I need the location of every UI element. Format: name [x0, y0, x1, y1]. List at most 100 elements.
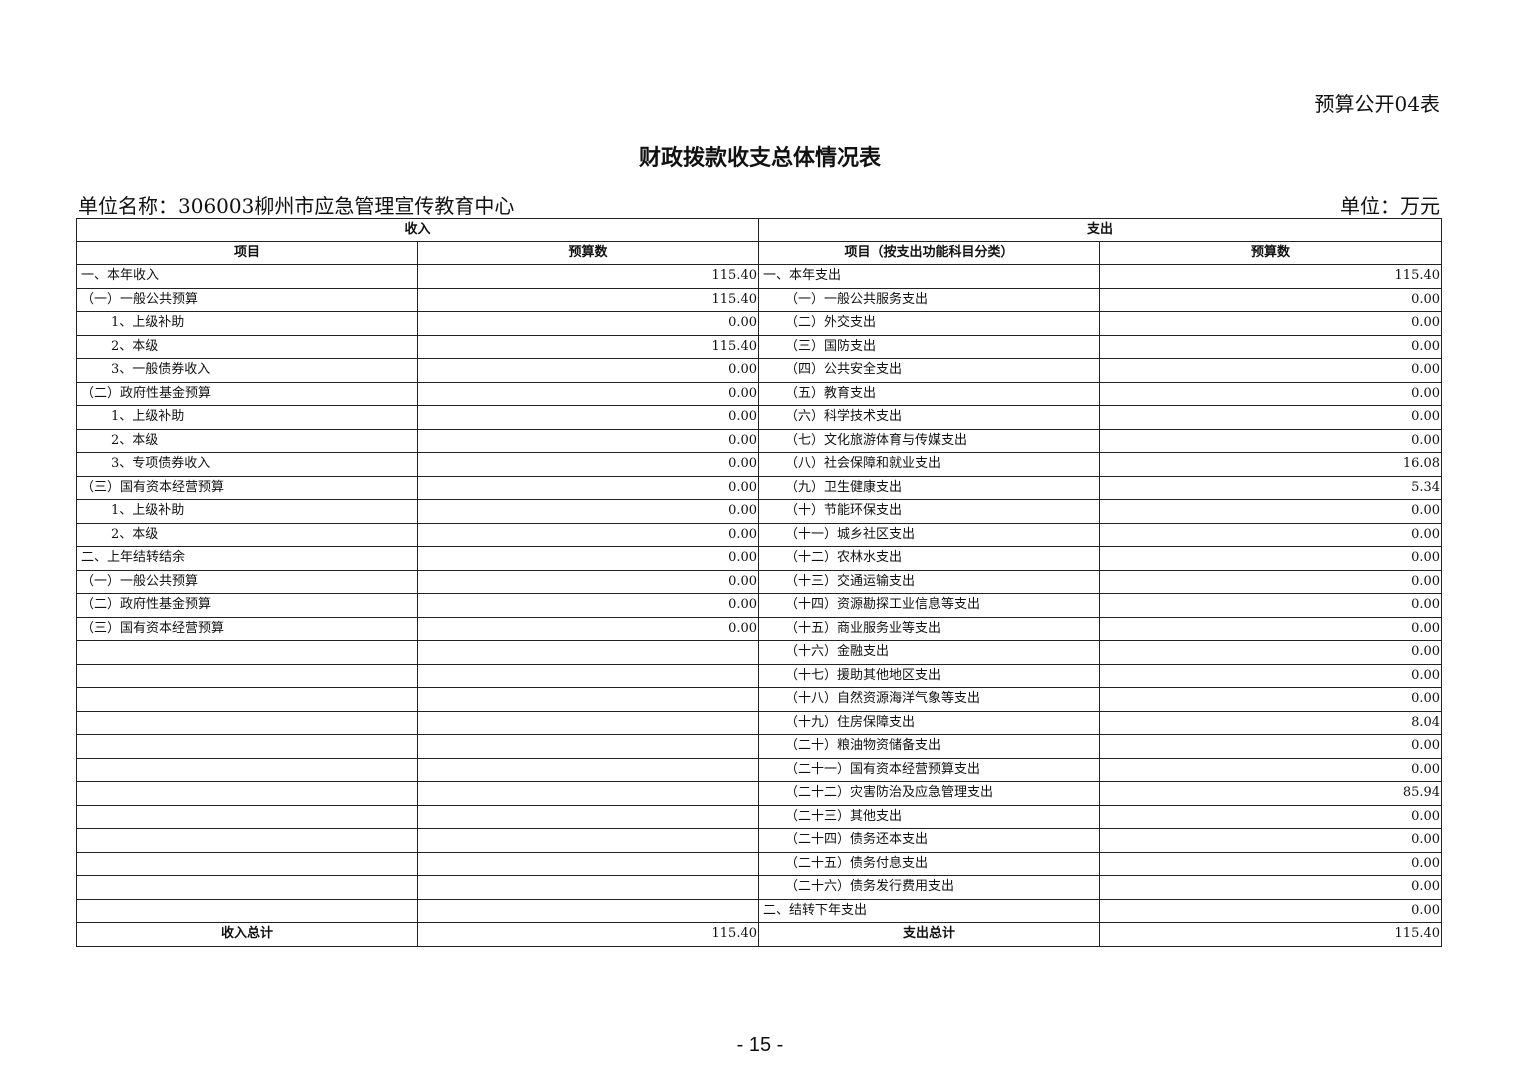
table-row: （二十三）其他支出 0.00 [76, 804, 1443, 829]
income-header: 收入 [75, 218, 760, 242]
income-item: 1、上级补助 [76, 499, 418, 524]
income-item: 3、专项债券收入 [76, 452, 418, 477]
exp-amount: 0.00 [1099, 499, 1443, 524]
income-amount [416, 734, 760, 759]
table-row: （二）政府性基金预算 0.00 （十四）资源勘探工业信息等支出 0.00 [76, 593, 1443, 618]
income-amount: 0.00 [416, 428, 760, 453]
exp-amount: 0.00 [1099, 405, 1443, 430]
income-amount [416, 828, 760, 853]
table-row: 3、专项债券收入 0.00 （八）社会保障和就业支出 16.08 [76, 452, 1443, 477]
exp-amount: 0.00 [1099, 757, 1443, 782]
exp-item: （二）外交支出 [758, 311, 1101, 336]
exp-item: （二十）粮油物资储备支出 [758, 734, 1101, 759]
exp-item: （五）教育支出 [758, 381, 1101, 406]
exp-amount: 0.00 [1099, 311, 1443, 336]
income-total-amount: 115.40 [416, 922, 760, 947]
income-amount [416, 898, 760, 923]
exp-item: （二十六）债务发行费用支出 [758, 875, 1101, 900]
unit-name: 单位名称：306003柳州市应急管理宣传教育中心 [78, 194, 515, 218]
income-item [76, 781, 418, 806]
income-amount [416, 851, 760, 876]
income-item: 3、一般债券收入 [76, 358, 418, 383]
income-amount: 0.00 [416, 405, 760, 430]
table-row: 2、本级 0.00 （十一）城乡社区支出 0.00 [76, 522, 1443, 547]
income-item [76, 898, 418, 923]
income-item [76, 851, 418, 876]
table-row: 1、上级补助 0.00 （二）外交支出 0.00 [76, 311, 1443, 336]
exp-amount: 0.00 [1099, 804, 1443, 829]
income-item [76, 640, 418, 665]
table-row: 3、一般债券收入 0.00 （四）公共安全支出 0.00 [76, 358, 1443, 383]
income-total-label: 收入总计 [76, 922, 418, 947]
exp-amount: 0.00 [1099, 334, 1443, 359]
exp-amount: 0.00 [1099, 381, 1443, 406]
income-amount: 0.00 [416, 593, 760, 618]
income-amount: 0.00 [416, 358, 760, 383]
table-row: （十九）住房保障支出 8.04 [76, 710, 1443, 735]
income-item: （三）国有资本经营预算 [76, 616, 418, 641]
table-row: （十七）援助其他地区支出 0.00 [76, 663, 1443, 688]
exp-item: （十二）农林水支出 [758, 546, 1101, 571]
exp-item: （八）社会保障和就业支出 [758, 452, 1101, 477]
income-item [76, 663, 418, 688]
income-amount-header: 预算数 [416, 241, 760, 265]
exp-item: （一）一般公共服务支出 [758, 287, 1101, 312]
table-row: 1、上级补助 0.00 （十）节能环保支出 0.00 [76, 499, 1443, 524]
income-item: 1、上级补助 [76, 311, 418, 336]
income-item: （三）国有资本经营预算 [76, 475, 418, 500]
form-number: 预算公开04表 [1314, 92, 1440, 116]
table-row: （一）一般公共预算 115.40 （一）一般公共服务支出 0.00 [76, 287, 1443, 312]
exp-amount: 0.00 [1099, 875, 1443, 900]
income-amount: 0.00 [416, 616, 760, 641]
income-item: 2、本级 [76, 428, 418, 453]
exp-amount: 0.00 [1099, 616, 1443, 641]
table-row: （三）国有资本经营预算 0.00 （九）卫生健康支出 5.34 [76, 475, 1443, 500]
exp-amount: 0.00 [1099, 640, 1443, 665]
income-amount: 0.00 [416, 452, 760, 477]
exp-amount: 0.00 [1099, 546, 1443, 571]
exp-amount: 5.34 [1099, 475, 1443, 500]
income-amount [416, 710, 760, 735]
income-amount [416, 640, 760, 665]
exp-amount: 115.40 [1099, 264, 1443, 289]
income-amount: 0.00 [416, 499, 760, 524]
income-item [76, 875, 418, 900]
income-item: 1、上级补助 [76, 405, 418, 430]
page-number: - 15 - [736, 1034, 784, 1056]
expenditure-header: 支出 [758, 218, 1443, 242]
income-item: 2、本级 [76, 334, 418, 359]
exp-amount: 0.00 [1099, 522, 1443, 547]
income-amount [416, 757, 760, 782]
income-amount: 0.00 [416, 475, 760, 500]
exp-item: 二、结转下年支出 [758, 898, 1101, 923]
exp-item: （七）文化旅游体育与传媒支出 [758, 428, 1101, 453]
exp-amount: 0.00 [1099, 828, 1443, 853]
income-item [76, 734, 418, 759]
income-amount [416, 687, 760, 712]
table-row: （二十六）债务发行费用支出 0.00 [76, 875, 1443, 900]
income-amount: 0.00 [416, 381, 760, 406]
exp-item: （二十三）其他支出 [758, 804, 1101, 829]
table-row: 二、结转下年支出 0.00 [76, 898, 1443, 923]
income-item: （二）政府性基金预算 [76, 381, 418, 406]
exp-item: （九）卫生健康支出 [758, 475, 1101, 500]
exp-amount: 8.04 [1099, 710, 1443, 735]
currency-unit: 单位：万元 [1340, 194, 1440, 218]
exp-amount: 0.00 [1099, 898, 1443, 923]
exp-item: （二十二）灾害防治及应急管理支出 [758, 781, 1101, 806]
exp-amount: 0.00 [1099, 663, 1443, 688]
exp-amount: 0.00 [1099, 687, 1443, 712]
exp-amount: 0.00 [1099, 428, 1443, 453]
exp-item: （二十一）国有资本经营预算支出 [758, 757, 1101, 782]
income-amount: 115.40 [416, 264, 760, 289]
table-row: （二十二）灾害防治及应急管理支出 85.94 [76, 781, 1443, 806]
table-row: （十八）自然资源海洋气象等支出 0.00 [76, 687, 1443, 712]
income-item: （二）政府性基金预算 [76, 593, 418, 618]
table-row: 2、本级 115.40 （三）国防支出 0.00 [76, 334, 1443, 359]
table-row: 2、本级 0.00 （七）文化旅游体育与传媒支出 0.00 [76, 428, 1443, 453]
exp-item: （十九）住房保障支出 [758, 710, 1101, 735]
exp-item: 一、本年支出 [758, 264, 1101, 289]
income-item: （一）一般公共预算 [76, 287, 418, 312]
page-title: 财政拨款收支总体情况表 [638, 145, 881, 171]
income-amount: 115.40 [416, 334, 760, 359]
